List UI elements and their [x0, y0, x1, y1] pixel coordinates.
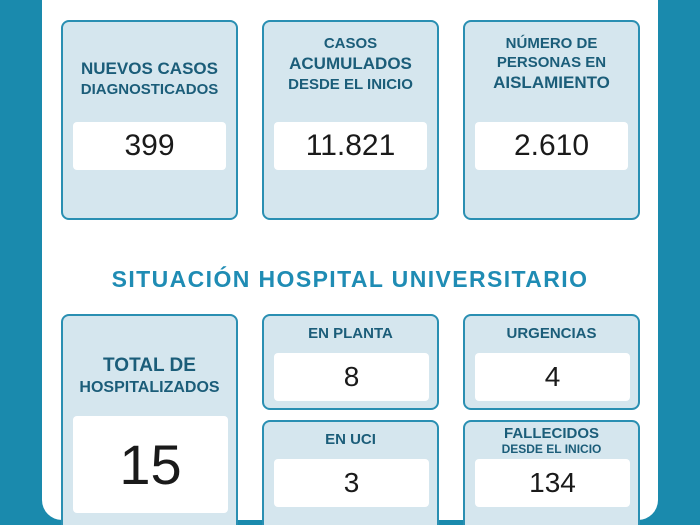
total-hospitalized-card: TOTAL DE HOSPITALIZADOS 15 — [61, 314, 238, 525]
en-planta-value: 8 — [343, 361, 360, 392]
cumulative-cases-card: CASOS ACUMULADOS DESDE EL INICIO 11.821 — [262, 20, 439, 220]
new-cases-label-line2: DIAGNOSTICADOS — [80, 80, 219, 98]
total-hospitalized-value: 15 — [119, 433, 182, 496]
cumulative-cases-value-box: 11.821 — [274, 122, 427, 170]
fallecidos-label: FALLECIDOS — [503, 425, 599, 442]
en-uci-value: 3 — [343, 467, 360, 498]
en-planta-label: EN PLANTA — [308, 325, 393, 342]
new-cases-label-line1: NUEVOS CASOS — [81, 59, 218, 78]
en-planta-card: EN PLANTA 8 — [262, 314, 439, 410]
total-hospitalized-value-box: 15 — [73, 416, 228, 513]
isolation-value: 2.610 — [513, 129, 590, 162]
section-title: SITUACIÓN HOSPITAL UNIVERSITARIO — [111, 266, 589, 292]
new-cases-value-box: 399 — [73, 122, 226, 170]
total-hospitalized-label-line2: HOSPITALIZADOS — [79, 379, 220, 397]
fallecidos-value-box: 134 — [475, 459, 630, 507]
fallecidos-value: 134 — [529, 467, 576, 498]
urgencias-label: URGENCIAS — [506, 325, 597, 342]
urgencias-value: 4 — [544, 361, 561, 392]
isolation-value-box: 2.610 — [475, 122, 628, 170]
cumulative-cases-label-line2: ACUMULADOS — [289, 54, 412, 74]
urgencias-value-box: 4 — [475, 353, 630, 401]
en-uci-label: EN UCI — [325, 431, 376, 448]
cumulative-cases-label-line3: DESDE EL INICIO — [288, 75, 413, 93]
isolation-label-line2: PERSONAS EN — [496, 54, 607, 72]
new-cases-card: NUEVOS CASOS DIAGNOSTICADOS 399 — [61, 20, 238, 220]
en-uci-card: EN UCI 3 — [262, 420, 439, 525]
fallecidos-sublabel: DESDE EL INICIO — [501, 441, 602, 456]
urgencias-card: URGENCIAS 4 — [463, 314, 640, 410]
cumulative-cases-value: 11.821 — [305, 129, 396, 162]
en-uci-value-box: 3 — [274, 459, 429, 507]
isolation-card: NÚMERO DE PERSONAS EN AISLAMIENTO 2.610 — [463, 20, 640, 220]
fallecidos-card: FALLECIDOS DESDE EL INICIO 134 — [463, 420, 640, 525]
isolation-label-line1: NÚMERO DE — [505, 35, 598, 52]
en-planta-value-box: 8 — [274, 353, 429, 401]
total-hospitalized-label-line1: TOTAL DE — [103, 355, 196, 376]
cumulative-cases-label-line1: CASOS — [323, 35, 378, 52]
new-cases-value: 399 — [124, 129, 175, 162]
isolation-label-line3: AISLAMIENTO — [493, 73, 610, 93]
